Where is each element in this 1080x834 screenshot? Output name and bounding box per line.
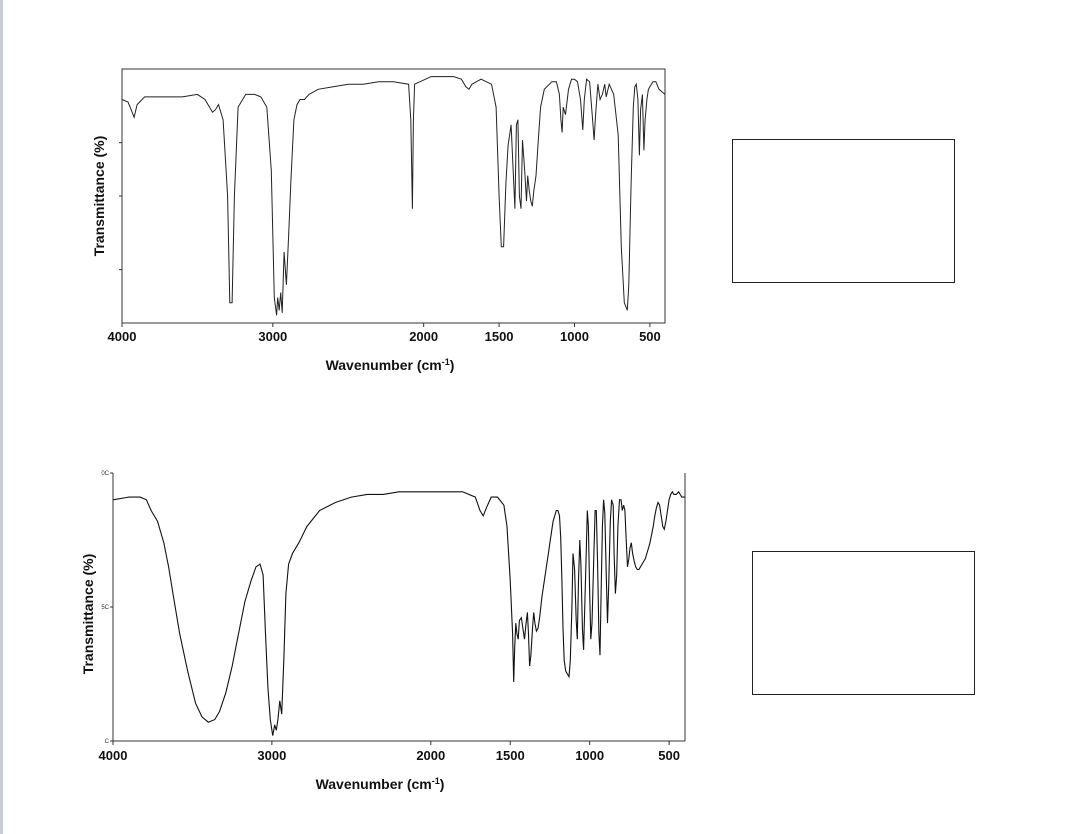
y-ticks-2: 0C 5C C [101, 471, 113, 745]
x-tick-labels-1: 4000 3000 2000 1500 1000 500 [108, 329, 661, 344]
y-tick-label: 0C [101, 471, 109, 477]
x-tick-label-1000: 1000 [560, 329, 589, 344]
x-axis-title-2: Wavenumber (cm-1) [316, 776, 445, 792]
y-axis-title-2: Transmittance (%) [80, 554, 96, 675]
answer-box-1[interactable] [732, 139, 955, 283]
x-axis-title-1: Wavenumber (cm-1) [326, 357, 455, 373]
series-line [112, 490, 685, 736]
ir-spectrum-chart-1: 4000 3000 2000 1500 1000 500 Wavenumber (cm-1… [91, 68, 666, 373]
x-ticks-2 [112, 741, 670, 745]
y-ticks-1 [119, 142, 122, 271]
y-tick-label: 5C [101, 605, 109, 611]
x-tick-label-2000: 2000 [416, 748, 445, 763]
series-line [121, 76, 666, 316]
answer-box-2[interactable] [752, 551, 975, 695]
ir-spectrum-chart-2: 0C 5C C 4000 3000 2000 1500 1000 500 Wavenumber… [80, 471, 686, 792]
x-tick-label-500: 500 [639, 329, 661, 344]
x-tick-labels-2: 4000 3000 2000 1500 1000 500 [99, 748, 680, 763]
x-ticks-1 [121, 323, 651, 327]
x-tick-label-1500: 1500 [496, 748, 525, 763]
x-tick-label-4000: 4000 [99, 748, 128, 763]
x-tick-label-500: 500 [658, 748, 680, 763]
x-tick-label-2000: 2000 [409, 329, 438, 344]
x-tick-label-3000: 3000 [257, 748, 286, 763]
x-tick-label-3000: 3000 [258, 329, 287, 344]
y-tick-label: C [105, 739, 110, 745]
x-tick-label-1000: 1000 [575, 748, 604, 763]
y-axis-title-1: Transmittance (%) [91, 136, 107, 257]
x-tick-label-1500: 1500 [485, 329, 514, 344]
x-tick-label-4000: 4000 [108, 329, 137, 344]
window-left-edge [0, 0, 3, 834]
